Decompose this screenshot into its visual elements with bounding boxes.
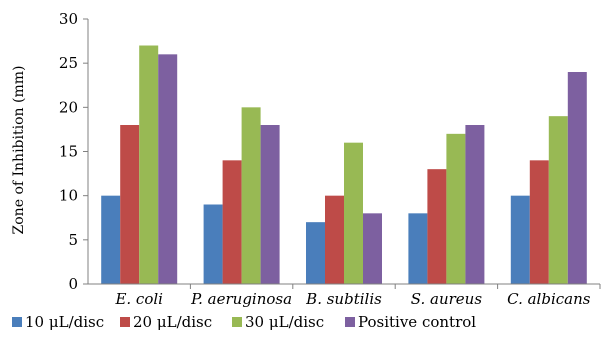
bar-1-2 (203, 204, 223, 284)
bar-1-3 (306, 222, 325, 284)
bars (101, 45, 587, 285)
bar-2-3 (325, 195, 344, 284)
bar-1-4 (408, 213, 428, 284)
bar-3-5 (548, 116, 568, 285)
bar-3-2 (241, 107, 261, 284)
legend: 10 μL/disc 20 μL/disc 30 μL/disc Positive c… (12, 313, 476, 331)
y-tick-label: 0 (68, 275, 78, 293)
legend-swatch (120, 317, 130, 327)
legend-label: 30 μL/disc (245, 313, 324, 331)
bar-3-4 (446, 133, 466, 284)
bar-1-5 (510, 195, 530, 284)
bar-2-2 (222, 160, 242, 284)
legend-label: Positive control (358, 313, 476, 331)
bar-4-5 (567, 72, 587, 284)
bar-1-1 (101, 195, 121, 284)
bar-4-1 (158, 54, 178, 285)
category-label: B. subtilis (305, 290, 382, 308)
legend-swatch (232, 317, 242, 327)
category-label: C. albicans (507, 290, 591, 308)
y-tick-label: 5 (68, 231, 78, 249)
category-label: E. coli (114, 290, 163, 308)
y-tick-label: 20 (59, 98, 78, 116)
legend-swatch (345, 317, 355, 327)
legend-swatch (12, 317, 22, 327)
y-axis-label: Zone of Inhibition (mm) (11, 66, 27, 235)
y-tick-label: 15 (59, 143, 78, 161)
category-label: P. aeruginosa (190, 290, 292, 308)
bar-2-5 (529, 160, 549, 284)
bar-2-1 (120, 125, 140, 284)
legend-label: 20 μL/disc (133, 313, 212, 331)
bar-3-1 (139, 45, 159, 284)
bar-4-2 (260, 125, 280, 284)
category-label: S. aureus (411, 290, 483, 308)
y-tick-label: 25 (59, 54, 78, 72)
x-axis-categories: E. coli P. aeruginosa B. subtilis S. aureus… (114, 284, 601, 308)
bar-2-4 (427, 169, 447, 284)
legend-label: 10 μL/disc (25, 313, 104, 331)
y-tick-label: 30 (59, 10, 78, 28)
bar-4-3 (363, 213, 382, 284)
y-tick-label: 10 (59, 187, 78, 205)
y-axis-ticks: 0 5 10 15 20 25 30 (59, 10, 88, 293)
bar-3-3 (344, 142, 363, 284)
bar-4-4 (465, 125, 485, 284)
